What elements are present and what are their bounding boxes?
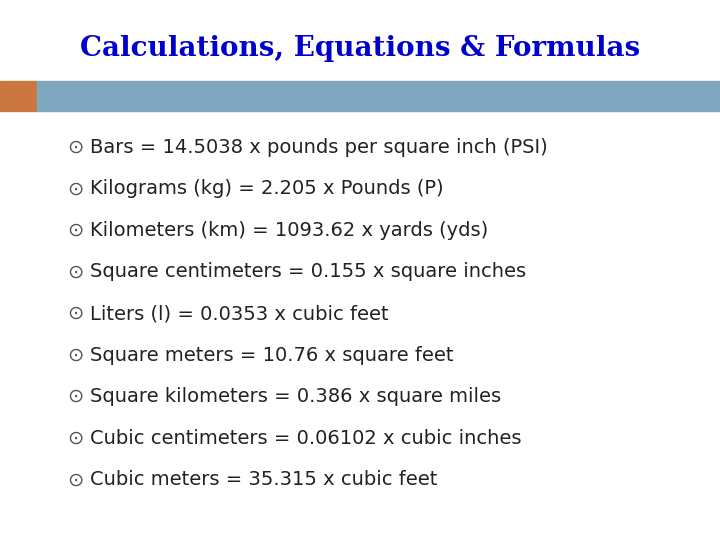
Text: Liters (l) = 0.0353 x cubic feet: Liters (l) = 0.0353 x cubic feet xyxy=(90,304,389,323)
Text: ⊙: ⊙ xyxy=(68,138,84,157)
Text: Cubic centimeters = 0.06102 x cubic inches: Cubic centimeters = 0.06102 x cubic inch… xyxy=(90,429,521,448)
Text: Bars = 14.5038 x pounds per square inch (PSI): Bars = 14.5038 x pounds per square inch … xyxy=(90,138,548,157)
Text: Cubic meters = 35.315 x cubic feet: Cubic meters = 35.315 x cubic feet xyxy=(90,470,437,489)
Text: ⊙: ⊙ xyxy=(68,262,84,281)
Text: ⊙: ⊙ xyxy=(68,429,84,448)
Bar xyxy=(37,81,720,111)
Text: ⊙: ⊙ xyxy=(68,470,84,489)
Text: Square centimeters = 0.155 x square inches: Square centimeters = 0.155 x square inch… xyxy=(90,262,526,281)
Text: ⊙: ⊙ xyxy=(68,304,84,323)
Text: Kilometers (km) = 1093.62 x yards (yds): Kilometers (km) = 1093.62 x yards (yds) xyxy=(90,221,488,240)
Text: Calculations, Equations & Formulas: Calculations, Equations & Formulas xyxy=(80,35,640,62)
Text: ⊙: ⊙ xyxy=(68,221,84,240)
Text: ⊙: ⊙ xyxy=(68,346,84,365)
Text: Square kilometers = 0.386 x square miles: Square kilometers = 0.386 x square miles xyxy=(90,387,501,406)
Text: ⊙: ⊙ xyxy=(68,387,84,406)
Text: Square meters = 10.76 x square feet: Square meters = 10.76 x square feet xyxy=(90,346,454,365)
Bar xyxy=(0,81,37,111)
Text: Kilograms (kg) = 2.205 x Pounds (P): Kilograms (kg) = 2.205 x Pounds (P) xyxy=(90,179,444,198)
Text: ⊙: ⊙ xyxy=(68,179,84,198)
